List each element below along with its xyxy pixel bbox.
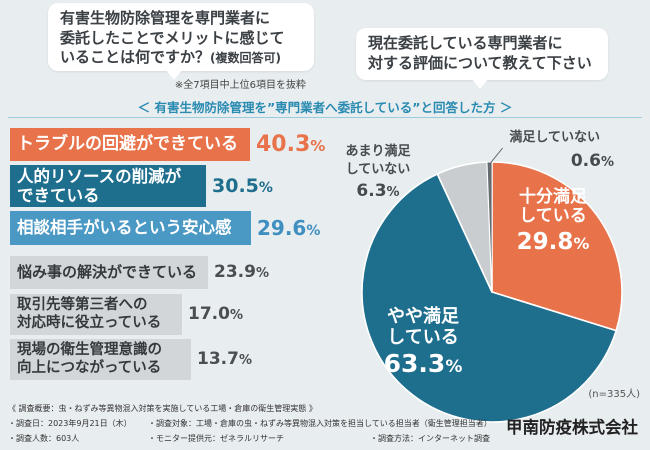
bar-value-label: 29.6% — [257, 218, 320, 238]
bar: トラブルの回避ができている — [10, 128, 250, 161]
question-line: 対する評価について教えて下さい — [368, 53, 592, 72]
bar-value-unit: % — [306, 223, 321, 239]
bar-value-unit: % — [238, 353, 252, 368]
pie-value-unit: % — [600, 155, 614, 170]
subtitle-divider — [8, 117, 642, 118]
respondent-subtitle: ＜ 有害生物防除管理を”専門業者へ委託している”と回答した方 ＞ — [137, 100, 513, 115]
bar-value-label: 13.7% — [197, 351, 252, 368]
bar-value-number: 23.9 — [214, 262, 256, 282]
pie-slice-dissatisfied — [486, 161, 493, 293]
pie-category-label: 満足していない — [509, 130, 600, 145]
bar-value-unit: % — [258, 179, 273, 196]
bar-row-hygiene-awareness: 現場の衛生管理意識の 向上につながっている 13.7% — [10, 339, 252, 380]
pie-value-number: 0.6 — [570, 151, 601, 171]
pie-category-label: あまり満足 していない — [345, 144, 411, 177]
bar-value-unit: % — [229, 308, 243, 323]
question-line: 有害生物防除管理を専門業者に — [60, 9, 271, 27]
bar-category-label: 悩み事の解決ができている — [17, 262, 198, 281]
survey-method: ・調査方法：インターネット調査 — [370, 434, 490, 443]
pie-value-label: 63.3% — [378, 350, 468, 378]
pie-value-label: 29.8% — [505, 229, 601, 255]
bar-category-label: 相談相手がいるという安心感 — [17, 218, 232, 238]
bar-value-label: 23.9% — [214, 264, 269, 281]
question-line: 委託したことでメリットに感じて — [60, 28, 285, 47]
bar-value-label: 40.3% — [256, 131, 326, 157]
bar-category-label: トラブルの回避ができている — [17, 134, 238, 155]
bar: 相談相手がいるという安心感 — [10, 211, 251, 245]
pie-value-number: 63.3 — [383, 349, 446, 378]
bar-row-peace-of-mind: 相談相手がいるという安心感 29.6% — [10, 211, 320, 245]
bar: 悩み事の解決ができている — [10, 256, 208, 289]
company-name: 甲南防疫株式会社 — [506, 418, 638, 437]
question-bubble-merits: 有害生物防除管理を専門業者に 委託したことでメリットに感じて いることは何ですか… — [48, 3, 314, 80]
pie-label-dissatisfied: 満足していない 0.6% — [506, 129, 614, 171]
bar: 現場の衛生管理意識の 向上につながっている — [10, 339, 191, 380]
survey-target: ・調査対象：工場・倉庫の虫・ねずみ等異物混入対策を担当している担当者（衛生管理担… — [148, 419, 492, 428]
pie-category-label: 十分満足 している — [519, 187, 587, 226]
bar-category-label: 取引先等第三者への 対応時に役立っている — [17, 297, 162, 331]
bar-value-number: 40.3 — [256, 131, 311, 157]
pie-value-number: 29.8 — [516, 229, 574, 255]
pie-label-somewhat-dissatisfied: あまり満足 していない 6.3% — [340, 143, 416, 201]
bar-row-problem-solving: 悩み事の解決ができている 23.9% — [10, 256, 269, 289]
question-line-text: いることは何ですか？ — [60, 48, 211, 66]
bar-value-number: 17.0 — [188, 304, 230, 324]
bar-category-label: 人的リソースの削減が できている — [17, 166, 182, 205]
bar-value-unit: % — [310, 136, 326, 155]
bar-row-resource-reduction: 人的リソースの削減が できている 30.5% — [10, 165, 273, 207]
bar-row-third-party-response: 取引先等第三者への 対応時に役立っている 17.0% — [10, 294, 243, 335]
sample-size-note: (n=335人) — [588, 389, 640, 400]
pie-slice-somewhat-satisfied — [361, 173, 617, 423]
bar-row-trouble-avoidance: トラブルの回避ができている 40.3% — [10, 128, 325, 161]
survey-overview-heading: 《 調査概要：虫・ねずみ等異物混入対策を実施している工場・倉庫の衛生管理実態 》 — [8, 404, 317, 413]
question-multiple-answer-note: (複数回答可) — [210, 51, 281, 65]
pie-slice-very-satisfied — [491, 161, 623, 332]
pie-value-number: 6.3 — [356, 181, 387, 201]
bar-value-unit: % — [255, 266, 269, 281]
pie-chart — [361, 147, 623, 423]
question-bubble-evaluation: 現在委託している専門業者に 対する評価について教えて下さい — [356, 28, 608, 89]
survey-panel-provider: ・モニター提供元：ゼネラルリサーチ — [148, 434, 284, 443]
pie-value-unit: % — [573, 234, 590, 253]
bar: 取引先等第三者への 対応時に役立っている — [10, 294, 182, 335]
pie-label-somewhat-satisfied: やや満足 している 63.3% — [378, 306, 468, 378]
question-line: いることは何ですか？(複数回答可) — [60, 48, 302, 69]
bar-value-label: 17.0% — [188, 306, 243, 323]
survey-respondent-count: ・調査人数：603人 — [8, 434, 80, 443]
bar-value-label: 30.5% — [212, 174, 273, 197]
bar: 人的リソースの削減が できている — [10, 165, 206, 207]
pie-value-unit: % — [445, 357, 463, 377]
pie-category-label: やや満足 している — [387, 306, 459, 348]
bar-value-number: 13.7 — [197, 349, 239, 369]
leader-line-dissatisfied — [489, 147, 503, 165]
bar-category-label: 現場の衛生管理意識の 向上につながっている — [17, 342, 162, 376]
question-line: 現在委託している専門業者に — [368, 34, 563, 52]
bar-value-number: 29.6 — [257, 216, 307, 240]
pie-value-label: 0.6% — [506, 152, 614, 171]
pie-label-very-satisfied: 十分満足 している 29.8% — [505, 188, 601, 255]
pie-value-label: 6.3% — [340, 182, 416, 201]
excerpt-note: ※全7項目中上位6項目を抜粋 — [174, 80, 306, 91]
bar-value-number: 30.5 — [212, 174, 259, 197]
pie-value-unit: % — [386, 185, 400, 200]
pie-slices — [361, 161, 623, 423]
survey-date: ・調査日：2023年9月21日（木） — [8, 419, 132, 428]
